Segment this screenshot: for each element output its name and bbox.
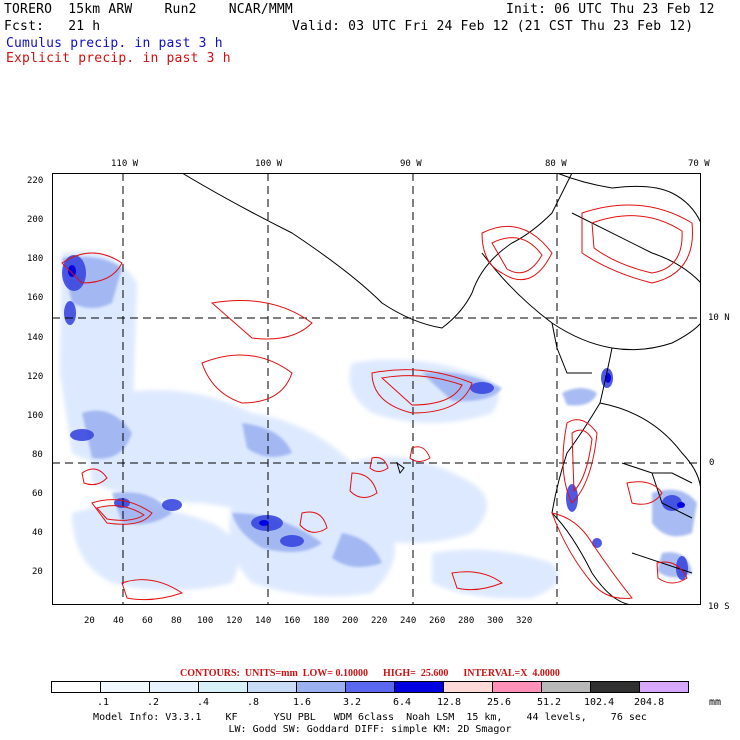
colorbar-tick: .2 (147, 697, 160, 708)
explicit-precip-contours (61, 204, 693, 601)
graticule (52, 173, 701, 605)
y-tick: 200 (27, 215, 44, 225)
lat-label-10n: 10 N (708, 313, 730, 323)
colorbar-tick: 3.2 (343, 697, 362, 708)
x-tick: 60 (142, 616, 153, 626)
colorbar-cell (247, 681, 297, 693)
colorbar-cell (149, 681, 199, 693)
colorbar-tick: 12.8 (437, 697, 462, 708)
colorbar-tick: 25.6 (487, 697, 512, 708)
colorbar-cell (639, 681, 689, 693)
contour-info: CONTOURS: UNITS=mm LOW= 0.10000 HIGH= 25… (180, 668, 560, 679)
x-tick: 120 (226, 616, 243, 626)
colorbar-cell (492, 681, 542, 693)
x-tick: 300 (487, 616, 504, 626)
x-tick: 80 (171, 616, 182, 626)
colorbar-cell (590, 681, 640, 693)
lon-label-80w: 80 W (545, 159, 567, 169)
valid-time: Valid: 03 UTC Fri 24 Feb 12 (21 CST Thu … (292, 19, 694, 34)
cumulus-precip-label: Cumulus precip. in past 3 h (6, 36, 223, 51)
colorbar-cell (296, 681, 346, 693)
y-tick: 80 (32, 450, 43, 460)
x-tick: 220 (371, 616, 388, 626)
x-tick: 20 (84, 616, 95, 626)
x-tick: 180 (313, 616, 330, 626)
x-tick: 140 (255, 616, 272, 626)
forecast-hour: Fcst: 21 h (4, 19, 101, 34)
x-tick: 320 (516, 616, 533, 626)
colorbar-units: mm (709, 697, 722, 708)
x-tick: 260 (429, 616, 446, 626)
x-tick: 200 (342, 616, 359, 626)
y-tick: 140 (27, 333, 44, 343)
x-tick: 280 (458, 616, 475, 626)
colorbar-tick: 1.6 (293, 697, 312, 708)
precip-colorbar (51, 681, 689, 693)
colorbar-cell (345, 681, 395, 693)
intense-precip-cells (68, 265, 685, 526)
colorbar-cell (443, 681, 493, 693)
colorbar-tick: .1 (97, 697, 110, 708)
y-tick: 60 (32, 489, 43, 499)
explicit-precip-label: Explicit precip. in past 3 h (6, 51, 231, 66)
x-tick: 240 (400, 616, 417, 626)
x-tick: 40 (113, 616, 124, 626)
colorbar-cell (394, 681, 444, 693)
lon-label-110w: 110 W (111, 159, 139, 169)
colorbar-tick: 204.8 (634, 697, 665, 708)
precipitation-map (52, 173, 701, 605)
y-tick: 20 (32, 567, 43, 577)
colorbar-tick: 51.2 (537, 697, 562, 708)
lon-label-90w: 90 W (400, 159, 422, 169)
colorbar-tick: .8 (247, 697, 260, 708)
lat-label-0: 0 (709, 458, 715, 468)
y-tick: 220 (27, 176, 44, 186)
y-tick: 100 (27, 411, 44, 421)
coastlines (181, 173, 701, 605)
lon-label-70w: 70 W (688, 159, 710, 169)
y-tick: 120 (27, 372, 44, 382)
colorbar-tick: 102.4 (584, 697, 615, 708)
lon-label-100w: 100 W (255, 159, 283, 169)
light-precip-field (60, 251, 559, 599)
y-tick: 180 (27, 254, 44, 264)
colorbar-cell (51, 681, 101, 693)
model-title: TORERO 15km ARW Run2 NCAR/MMM (4, 2, 293, 17)
x-tick: 100 (197, 616, 214, 626)
colorbar-tick: 6.4 (393, 697, 412, 708)
colorbar-cell (198, 681, 248, 693)
colorbar-cell (541, 681, 591, 693)
model-info-line1: Model Info: V3.3.1 KF YSU PBL WDM 6class… (93, 712, 647, 723)
y-tick: 40 (32, 528, 43, 538)
model-info-line2: LW: Godd SW: Goddard DIFF: simple KM: 2D… (228, 724, 512, 735)
x-tick: 160 (284, 616, 301, 626)
y-tick: 160 (27, 293, 44, 303)
lat-label-10s: 10 S (708, 602, 730, 612)
colorbar-cell (100, 681, 150, 693)
colorbar-tick: .4 (197, 697, 210, 708)
init-time: Init: 06 UTC Thu 23 Feb 12 (506, 2, 715, 17)
